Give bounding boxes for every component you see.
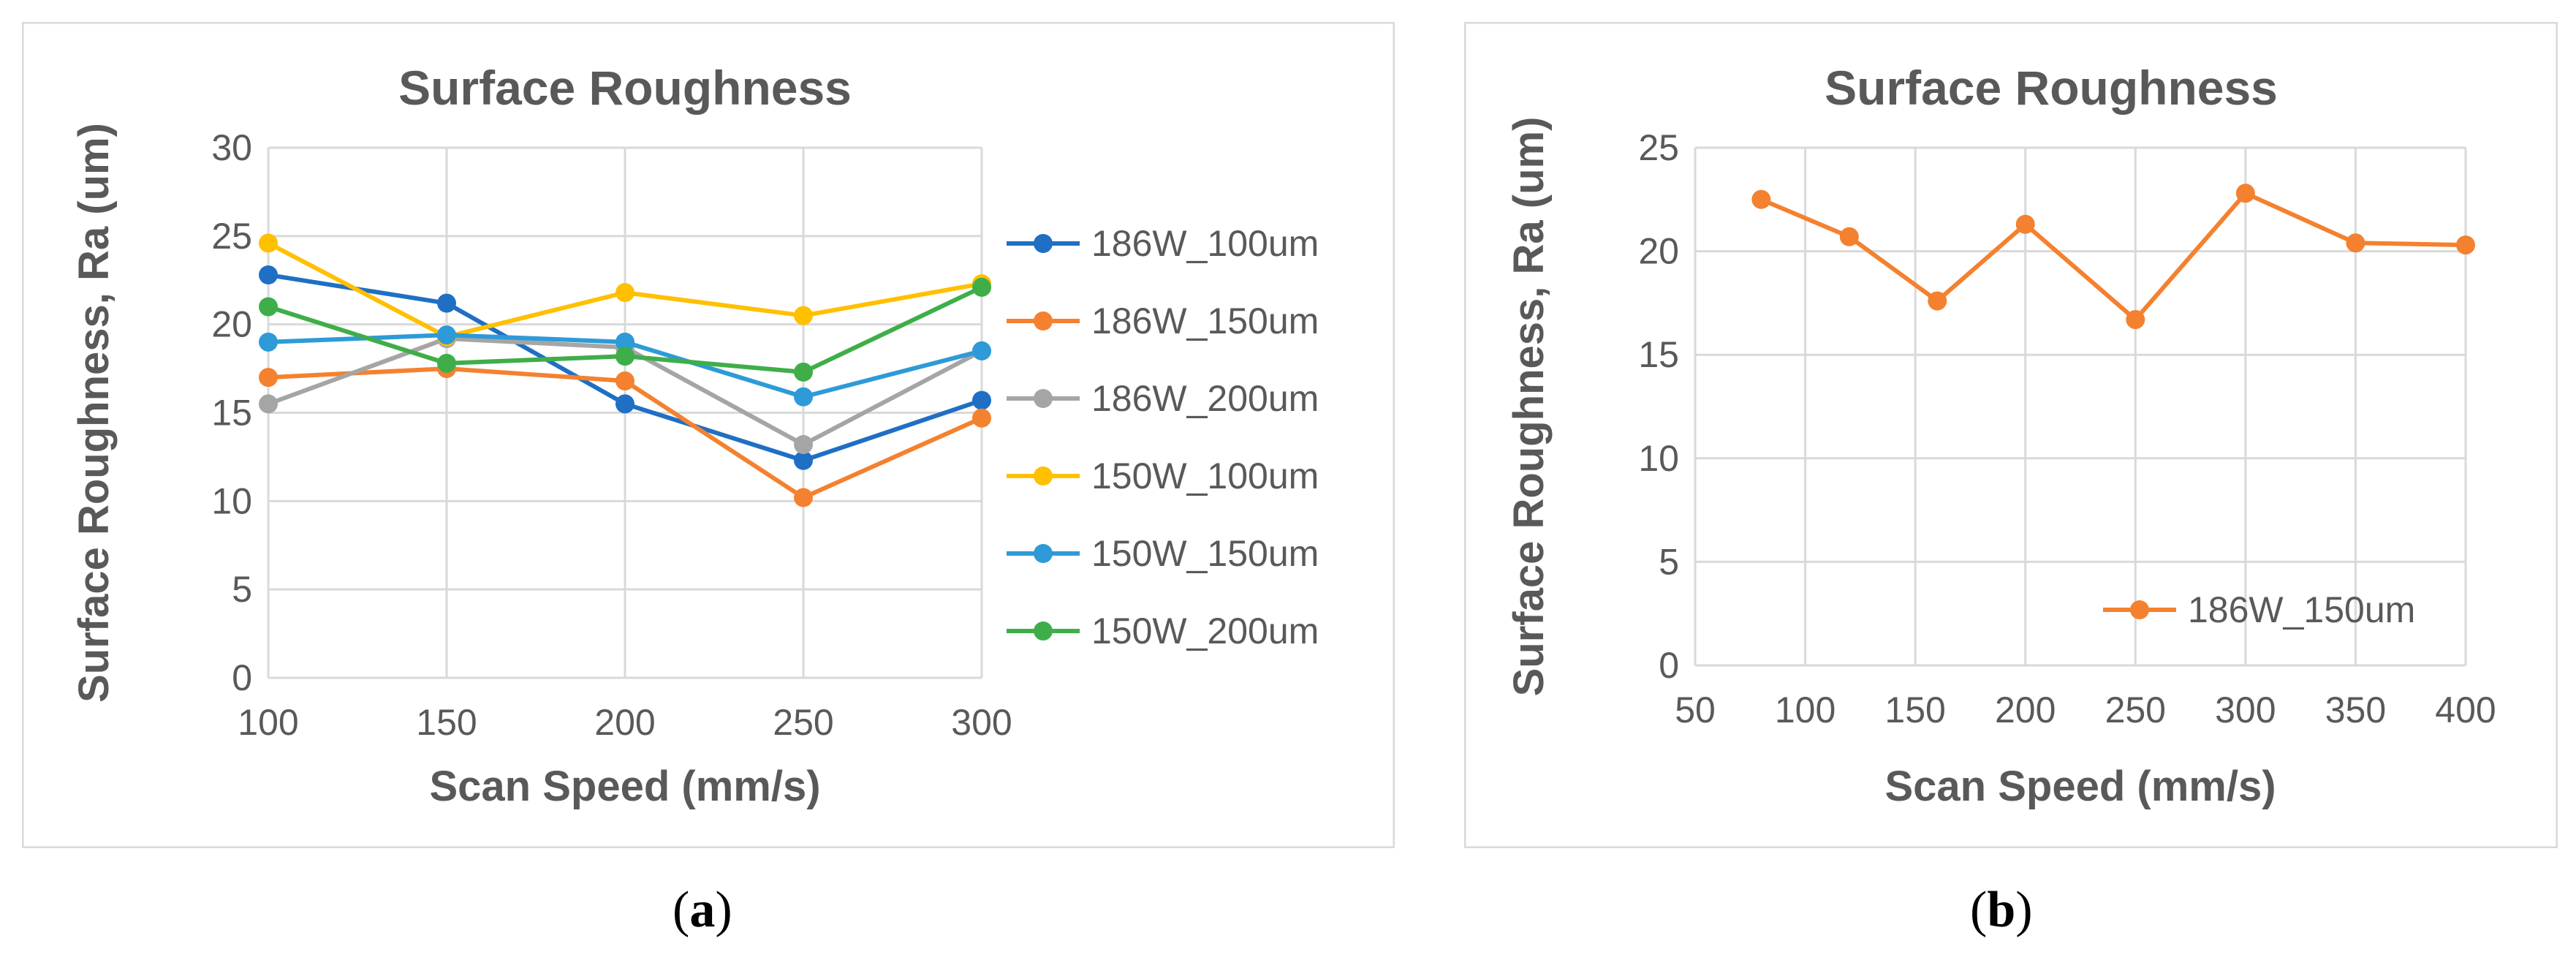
chart-b-ytick-label: 0: [1659, 645, 1679, 686]
chart-a-point-186W_200um: [259, 394, 278, 414]
chart-a-point-186W_150um: [259, 368, 278, 388]
chart-a-ytick-label: 25: [211, 216, 252, 257]
chart-b-xtick-label: 100: [1775, 689, 1836, 730]
chart-b-point-186W_150um: [1928, 291, 1947, 311]
chart-b-xtick-label: 150: [1884, 689, 1945, 730]
chart-a-xtick-label: 150: [416, 702, 477, 743]
chart-b-xtick-label: 300: [2215, 689, 2276, 730]
chart-b-xtick-label: 250: [2105, 689, 2166, 730]
chart-b: Surface Roughness 0 5 10 15 20 25 50 100 150 200 25…: [1464, 22, 2558, 848]
chart-a-legend-marker: [1034, 621, 1053, 641]
chart-a-point-150W_200um: [259, 297, 278, 317]
chart-a-point-186W_100um: [972, 390, 991, 410]
chart-a-point-150W_200um: [437, 353, 456, 373]
chart-a-point-150W_150um: [259, 332, 278, 352]
chart-a-legend-marker: [1034, 544, 1053, 563]
chart-a-legend-label: 186W_100um: [1091, 223, 1319, 264]
chart-a-point-186W_150um: [794, 488, 813, 507]
chart-b-legend-label: 186W_150um: [2188, 589, 2415, 630]
chart-b-ytick-label: 10: [1638, 438, 1679, 479]
chart-b-point-186W_150um: [2015, 214, 2035, 234]
chart-a-xtick-label: 250: [773, 702, 833, 743]
chart-a-point-150W_200um: [615, 347, 634, 366]
chart-b-point-186W_150um: [1839, 227, 1859, 246]
chart-b-point-186W_150um: [2126, 310, 2145, 330]
chart-b-xlabel: Scan Speed (mm/s): [1884, 763, 2276, 810]
chart-a-point-186W_100um: [259, 265, 278, 284]
chart-b-xtick-label: 400: [2435, 689, 2496, 730]
chart-a-point-150W_150um: [794, 387, 813, 407]
chart-a-legend-marker: [1034, 466, 1053, 486]
chart-a-point-150W_200um: [794, 362, 813, 382]
chart-a-xtick-label: 200: [594, 702, 655, 743]
caption-a: (a): [673, 882, 732, 938]
chart-a-point-150W_100um: [794, 306, 813, 325]
chart-b-ytick-label: 20: [1638, 231, 1679, 272]
chart-a-legend-label: 150W_100um: [1091, 456, 1319, 496]
chart-b-ytick-label: 25: [1638, 127, 1679, 168]
chart-a-title: Surface Roughness: [398, 61, 852, 115]
chart-b-xtick-label: 350: [2325, 689, 2386, 730]
chart-a-point-150W_200um: [972, 277, 991, 297]
chart-a-ytick-label: 5: [232, 569, 252, 610]
chart-a-point-186W_200um: [794, 435, 813, 454]
chart-a-point-150W_100um: [615, 283, 634, 303]
chart-a-ytick-label: 10: [211, 480, 252, 521]
chart-b-xtick-label: 50: [1675, 689, 1716, 730]
chart-a-legend-label: 150W_200um: [1091, 611, 1319, 651]
chart-b-ylabel: Surface Roughness, Ra (um): [1505, 117, 1553, 697]
chart-b-point-186W_150um: [2456, 235, 2475, 255]
chart-b-container: Surface Roughness 0 5 10 15 20 25 50 100 150 200 25…: [1464, 22, 2558, 848]
caption-b-letter: b: [1987, 882, 2016, 938]
chart-a-legend-marker: [1034, 311, 1053, 330]
chart-a-point-186W_150um: [972, 408, 991, 428]
chart-a-legend-label: 186W_150um: [1091, 301, 1319, 341]
chart-b-point-186W_150um: [2235, 184, 2255, 203]
chart-b-series-line-186W_150um: [1760, 191, 2466, 322]
chart-b-ytick-label: 15: [1638, 334, 1679, 375]
chart-a-point-186W_150um: [615, 371, 634, 390]
chart-a-point-186W_100um: [615, 394, 634, 414]
chart-a-ytick-label: 15: [211, 393, 252, 434]
chart-b-xtick-label: 200: [1995, 689, 2056, 730]
chart-b-title: Surface Roughness: [1825, 61, 2278, 115]
caption-b: (b): [1970, 882, 2033, 938]
chart-a-xtick-label: 100: [238, 702, 298, 743]
chart-a-point-186W_100um: [794, 450, 813, 470]
chart-b-legend-marker: [2130, 600, 2149, 619]
chart-a-xlabel: Scan Speed (mm/s): [429, 763, 820, 810]
chart-a-ytick-label: 20: [211, 304, 252, 345]
chart-a-point-150W_150um: [972, 341, 991, 360]
chart-a-legend-label: 150W_150um: [1091, 533, 1319, 574]
chart-a-legend-label: 186W_200um: [1091, 378, 1319, 419]
chart-a-xtick-label: 300: [951, 702, 1012, 743]
chart-b-frame: [1464, 22, 2558, 848]
chart-a-container: Surface Roughness 0 5 10 15 20 25 30 100 150 200 25…: [22, 22, 1395, 848]
chart-a-point-150W_100um: [259, 233, 278, 253]
chart-a-legend-marker: [1034, 234, 1053, 253]
chart-a-ylabel: Surface Roughness, Ra (um): [70, 123, 118, 703]
chart-a: Surface Roughness 0 5 10 15 20 25 30 100 150 200 25…: [22, 22, 1395, 848]
chart-a-ytick-label: 0: [232, 657, 252, 698]
chart-b-ytick-label: 5: [1659, 541, 1679, 582]
chart-a-legend-marker: [1034, 389, 1053, 408]
chart-a-point-150W_150um: [437, 325, 456, 345]
chart-a-point-186W_100um: [437, 293, 456, 313]
chart-b-point-186W_150um: [2346, 233, 2365, 253]
chart-a-ytick-label: 30: [211, 127, 252, 168]
chart-b-point-186W_150um: [1751, 189, 1771, 209]
caption-a-letter: a: [689, 882, 716, 938]
chart-a-point-150W_150um: [615, 332, 634, 352]
